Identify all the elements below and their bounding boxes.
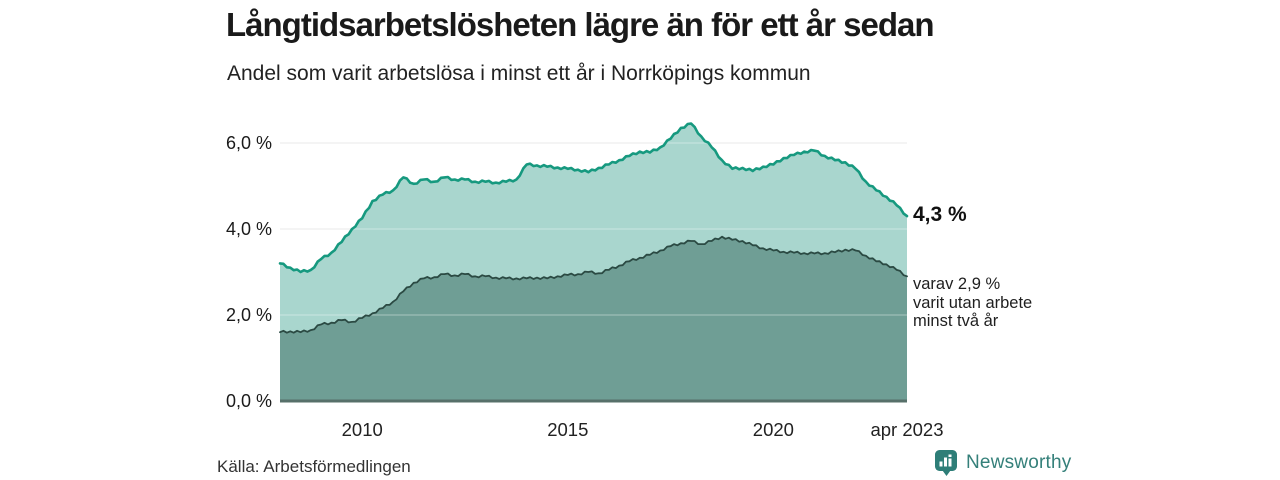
latest-value-label: 4,3 % (913, 203, 967, 226)
chart-title: Långtidsarbetslösheten lägre än för ett … (226, 6, 935, 43)
y-tick-label: 6,0 % (225, 133, 272, 153)
newsworthy-wordmark: Newsworthy (966, 452, 1072, 473)
line-two-years (279, 235, 908, 334)
newsworthy-logo: Newsworthy (934, 449, 1071, 477)
newsworthy-bubble-chart-icon (935, 449, 957, 476)
source-label: Källa: Arbetsförmedlingen (217, 457, 411, 476)
latest-subvalue-label: varav 2,9 % varit utan arbete minst två … (913, 275, 1033, 330)
chart-subtitle: Andel som varit arbetslösa i minst ett å… (227, 62, 811, 85)
x-tick-label: apr 2023 (870, 419, 944, 440)
y-tick-label: 2,0 % (225, 305, 272, 325)
line-total (278, 122, 909, 274)
x-tick-label: 2020 (752, 419, 794, 440)
y-tick-label: 0,0 % (225, 391, 272, 411)
x-tick-label: 2015 (547, 419, 589, 440)
x-tick-label: 2010 (341, 419, 383, 440)
y-tick-label: 4,0 % (225, 219, 272, 239)
